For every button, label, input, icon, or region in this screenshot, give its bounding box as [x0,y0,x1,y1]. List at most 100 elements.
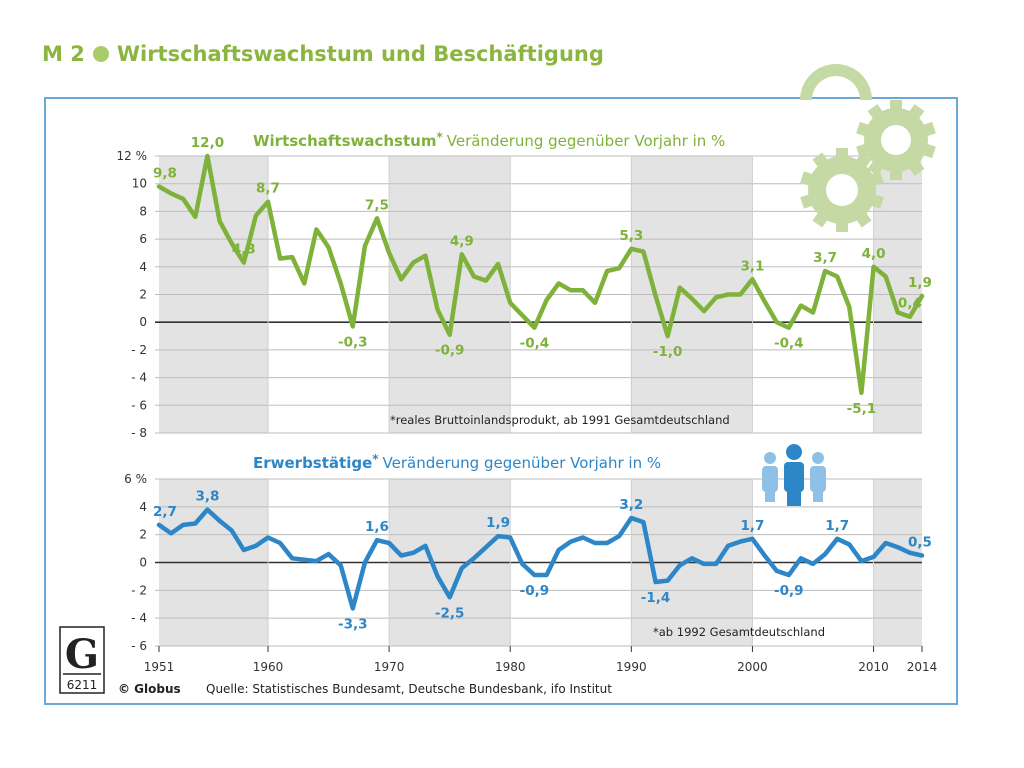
gear-tooth [907,104,925,121]
y-tick-label: - 2 [131,343,147,357]
y-tick-label: - 4 [131,611,147,625]
employment-chart-title: Erwerbstätige* Veränderung gegenüber Vorj… [253,452,661,472]
data-label: 3,7 [813,250,837,266]
employment-data-labels: 2,7 3,8 -3,3 1,6 -2,5 1,9 -0,9 3,2 -1,4 1,7 -0,9 1,… [153,489,932,633]
data-label: 1,7 [740,518,764,534]
employment-title-star: * [372,452,379,466]
employment-footnote: *ab 1992 Gesamtdeutschland [653,625,825,639]
data-label: 7,5 [365,197,389,213]
employment-series-line [156,507,925,611]
employment-title-bold: Erwerbstätige [253,454,372,472]
page-title: Wirtschaftswachstum und Beschäftigung [116,42,604,66]
gear-tooth [867,104,885,121]
x-tick-label: 2000 [737,660,768,674]
data-label: 0,4 [898,296,922,312]
x-tick-label: 1951 [144,660,175,674]
y-tick-label: - 4 [131,371,147,385]
growth-data-labels: 9,8 12,0 4,3 8,7 -0,3 7,5 -0,9 4,9 -0,4 5,3 -1,0 3,… [153,135,932,417]
x-tick-label: 1990 [616,660,647,674]
growth-chart-title: Wirtschaftswachstum* Veränderung gegenübe… [253,130,725,150]
logo-letter: G [65,631,99,678]
gear-tooth [920,142,936,159]
x-tick-label: 1970 [374,660,405,674]
growth-title-star: * [436,130,443,144]
x-axis: 1951 1960 1970 1980 1990 2000 2010 2014 [144,646,938,674]
gear-tooth [868,171,884,187]
gear-tooth [868,193,884,209]
y-tick-label: - 2 [131,583,147,597]
gear-tooth [907,159,925,176]
people-icon [762,444,826,506]
y-tick-label: 0 [139,556,147,570]
data-label: 3,1 [740,258,764,274]
y-tick-label: 6 [139,232,147,246]
y-tick-label: 2 [139,288,147,302]
publisher-label: © Globus [118,682,181,696]
data-label: -0,4 [774,336,804,352]
employment-y-axis: 6 % 4 2 0 - 2 - 4 - 6 [124,472,147,653]
gear-tooth [856,121,872,138]
growth-title-bold: Wirtschaftswachstum [253,132,436,150]
x-tick-label: 1980 [495,660,526,674]
gear-tooth [836,220,848,232]
growth-y-axis: 12 % 10 8 6 4 2 0 - 2 - 4 - 6 - 8 [117,149,148,440]
data-label: -0,3 [338,334,368,350]
growth-series-line [156,153,925,396]
growth-title-rest: Veränderung gegenüber Vorjahr in % [447,132,726,150]
gear-tooth [800,171,816,187]
data-label: 0,5 [908,535,932,551]
data-label: 3,8 [195,489,219,505]
gear-tooth [836,148,848,160]
growth-footnote: *reales Bruttoinlandsprodukt, ab 1991 Ge… [390,413,730,427]
data-label: 4,9 [450,233,474,249]
y-tick-label: 4 [139,500,147,514]
data-label: -2,5 [435,605,465,621]
data-label: 12,0 [191,135,224,151]
data-label: -0,9 [774,583,804,599]
y-tick-label: - 6 [131,398,147,412]
x-tick-label: 2014 [907,660,938,674]
gear-tooth [854,152,872,170]
chart-frame [44,97,958,705]
gear-tooth [812,210,830,228]
data-label: 8,7 [256,181,280,197]
grid-lines [155,155,922,647]
data-label: -1,4 [641,590,671,606]
page-heading: M 2 Wirtschaftswachstum und Beschäftigung [42,42,604,66]
data-label: 4,0 [862,246,886,262]
data-label: 5,3 [619,228,643,244]
y-tick-label: 4 [139,260,147,274]
data-label: -5,1 [847,401,877,417]
data-label: -3,3 [338,616,368,632]
gear-tooth [920,121,936,138]
data-label: -0,4 [520,336,550,352]
y-tick-label: 2 [139,528,147,542]
data-label: 4,3 [232,242,256,258]
y-tick-label: 0 [139,315,147,329]
data-label: 1,7 [825,518,849,534]
data-label: -0,9 [435,343,465,359]
globus-logo: G 6211 [59,626,105,694]
y-tick-label: 12 % [117,149,148,163]
y-tick-label: - 6 [131,639,147,653]
gears-icon [800,64,936,232]
gear-tooth [856,142,872,159]
y-tick-label: 6 % [124,472,147,486]
data-label: -0,9 [520,583,550,599]
gear-tooth [890,168,902,180]
data-label: 1,6 [365,519,389,535]
data-label: -1,0 [653,344,683,360]
data-label: 9,8 [153,165,177,181]
bullet-dot-icon [92,46,109,62]
x-tick-label: 1960 [253,660,284,674]
y-tick-label: 10 [132,177,147,191]
employment-title-rest: Veränderung gegenüber Vorjahr in % [383,454,662,472]
source-label: Quelle: Statistisches Bundesamt, Deutsch… [206,682,612,696]
gear-tooth [812,152,830,170]
x-tick-label: 2010 [858,660,889,674]
data-label: 3,2 [619,497,643,513]
data-label: 1,9 [486,515,510,531]
data-label: 1,9 [908,275,932,291]
y-tick-label: - 8 [131,426,147,440]
